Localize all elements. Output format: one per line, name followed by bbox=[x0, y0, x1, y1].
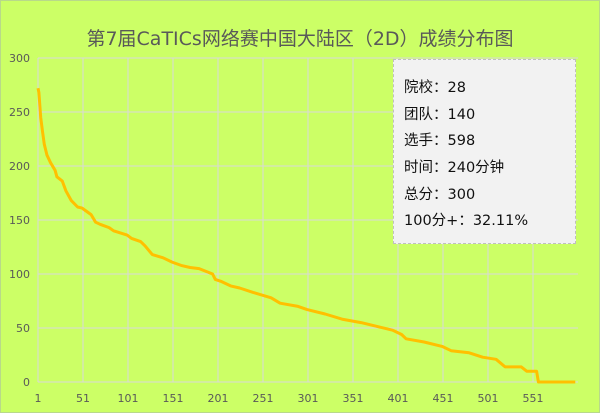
score-line bbox=[36, 87, 576, 384]
y-tick-label: 0 bbox=[23, 376, 30, 389]
summary-time: 时间：240分钟 bbox=[404, 160, 505, 177]
y-tick-label: 250 bbox=[9, 106, 30, 119]
y-tick-label: 300 bbox=[9, 52, 30, 65]
x-tick-label: 251 bbox=[253, 392, 274, 405]
x-tick-label: 101 bbox=[118, 392, 139, 405]
x-tick-label: 301 bbox=[298, 392, 319, 405]
x-tick-label: 351 bbox=[343, 392, 364, 405]
x-tick-label: 551 bbox=[523, 392, 544, 405]
summary-total-score: 总分：300 bbox=[404, 186, 476, 203]
x-tick-label: 201 bbox=[208, 392, 229, 405]
summary-players: 选手：598 bbox=[404, 133, 476, 150]
x-tick-label: 151 bbox=[163, 392, 184, 405]
summary-100-plus-rate: 100分+：32.11% bbox=[404, 213, 529, 230]
summary-teams: 团队：140 bbox=[404, 106, 476, 123]
x-tick-label: 1 bbox=[35, 392, 42, 405]
y-tick-label: 50 bbox=[16, 322, 30, 335]
x-tick-label: 501 bbox=[478, 392, 499, 405]
y-tick-label: 200 bbox=[9, 160, 30, 173]
chart-title: 第7届CaTICs网络赛中国大陆区（2D）成绩分布图 bbox=[86, 28, 514, 50]
y-tick-label: 100 bbox=[9, 268, 30, 281]
x-tick-label: 51 bbox=[76, 392, 90, 405]
x-tick-label: 401 bbox=[388, 392, 409, 405]
x-tick-label: 451 bbox=[433, 392, 454, 405]
summary-box: 院校：28 团队：140 选手：598 时间：240分钟 总分：300 100分… bbox=[393, 59, 576, 244]
summary-schools: 院校：28 bbox=[404, 80, 466, 96]
y-tick-label: 150 bbox=[9, 214, 30, 227]
